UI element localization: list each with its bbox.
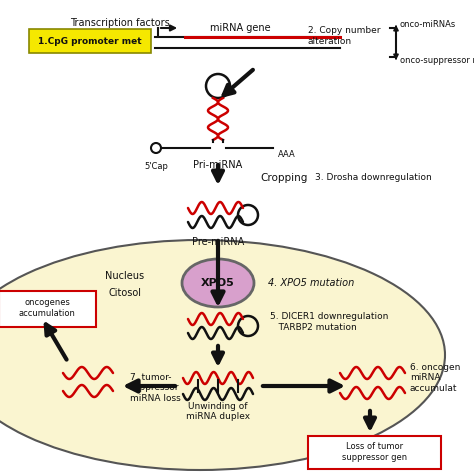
Text: Unwinding of
miRNA duplex: Unwinding of miRNA duplex — [186, 402, 250, 421]
Text: 1.CpG promoter met: 1.CpG promoter met — [38, 36, 142, 46]
Text: 5'Cap: 5'Cap — [144, 162, 168, 171]
Text: Pri-miRNA: Pri-miRNA — [193, 160, 243, 170]
Text: 4. XPO5 mutation: 4. XPO5 mutation — [268, 278, 354, 288]
Text: oncogenes
accumulation: oncogenes accumulation — [18, 298, 75, 318]
Text: 6. oncogen
miRNA
accumulat: 6. oncogen miRNA accumulat — [410, 363, 460, 393]
FancyBboxPatch shape — [29, 29, 151, 53]
Text: 7. tumor-
suppressor
miRNA loss: 7. tumor- suppressor miRNA loss — [130, 373, 181, 403]
Text: miRNA gene: miRNA gene — [210, 23, 270, 33]
Text: Nucleus: Nucleus — [105, 271, 145, 281]
Text: onco-suppressor mi: onco-suppressor mi — [400, 55, 474, 64]
Text: AAA: AAA — [278, 150, 296, 159]
Text: Cropping: Cropping — [260, 173, 307, 183]
FancyBboxPatch shape — [309, 436, 441, 468]
FancyBboxPatch shape — [0, 291, 97, 327]
Text: onco-miRNAs: onco-miRNAs — [400, 19, 456, 28]
Text: Pre-miRNA: Pre-miRNA — [192, 237, 244, 247]
Text: Citosol: Citosol — [109, 288, 142, 298]
Ellipse shape — [0, 240, 445, 470]
Text: 5. DICER1 downregulation
   TARBP2 mutation: 5. DICER1 downregulation TARBP2 mutation — [270, 312, 388, 332]
Text: 3. Drosha downregulation: 3. Drosha downregulation — [315, 173, 432, 182]
Text: Loss of tumor
suppressor gen: Loss of tumor suppressor gen — [342, 442, 408, 462]
Text: XPO5: XPO5 — [201, 278, 235, 288]
Text: Transcription factors: Transcription factors — [70, 18, 170, 28]
Ellipse shape — [182, 259, 254, 307]
Text: 2. Copy number
alteration: 2. Copy number alteration — [308, 26, 381, 46]
